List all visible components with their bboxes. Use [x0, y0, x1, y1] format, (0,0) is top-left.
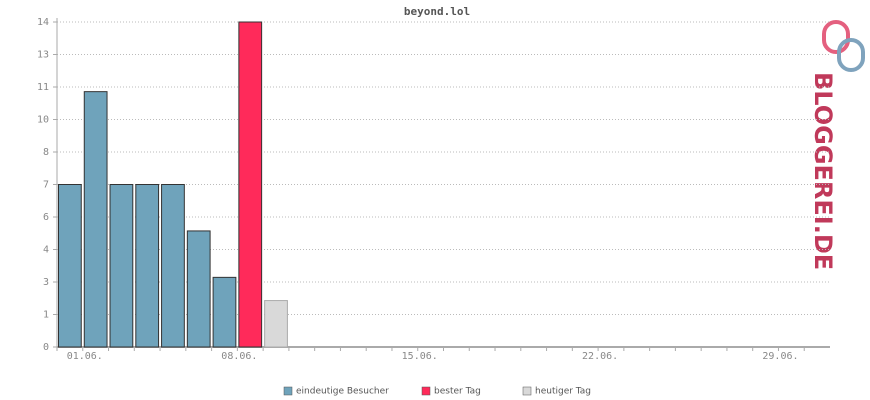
y-tick-label: 4 [43, 245, 49, 256]
legend-swatch [522, 386, 532, 396]
bar [83, 91, 108, 348]
bar [264, 300, 288, 348]
y-tick-label: 8 [43, 147, 49, 158]
legend-swatch [283, 386, 293, 396]
logo-text: BLOGGEREI.DE [809, 72, 837, 270]
bar [212, 276, 237, 348]
bar [161, 184, 185, 348]
bar [135, 184, 160, 348]
x-tick-label: 08.06. [221, 351, 257, 362]
y-tick-label: 1 [43, 310, 49, 321]
y-tick-label: 11 [37, 82, 49, 93]
y-tick-label: 7 [43, 180, 49, 191]
y-tick-label: 13 [37, 50, 49, 61]
legend-label: bester Tag [434, 387, 481, 397]
legend-label: heutiger Tag [535, 387, 591, 397]
legend-swatch [421, 386, 431, 396]
logo-icon [822, 20, 865, 72]
bar [238, 21, 263, 348]
x-tick-label: 01.06. [67, 351, 103, 362]
x-tick-label: 29.06. [762, 351, 798, 362]
bar [186, 230, 211, 348]
chart-title: beyond.lol [404, 5, 470, 18]
y-tick-label: 10 [37, 115, 49, 126]
bar [58, 184, 82, 348]
y-tick-label: 14 [37, 17, 49, 28]
bar [109, 184, 134, 348]
y-tick-label: 0 [43, 342, 49, 353]
x-tick-label: 15.06. [402, 351, 438, 362]
legend-label: eindeutige Besucher [296, 387, 389, 397]
x-tick-label: 22.06. [582, 351, 618, 362]
y-tick-label: 6 [43, 212, 49, 223]
y-tick-label: 3 [43, 277, 49, 288]
